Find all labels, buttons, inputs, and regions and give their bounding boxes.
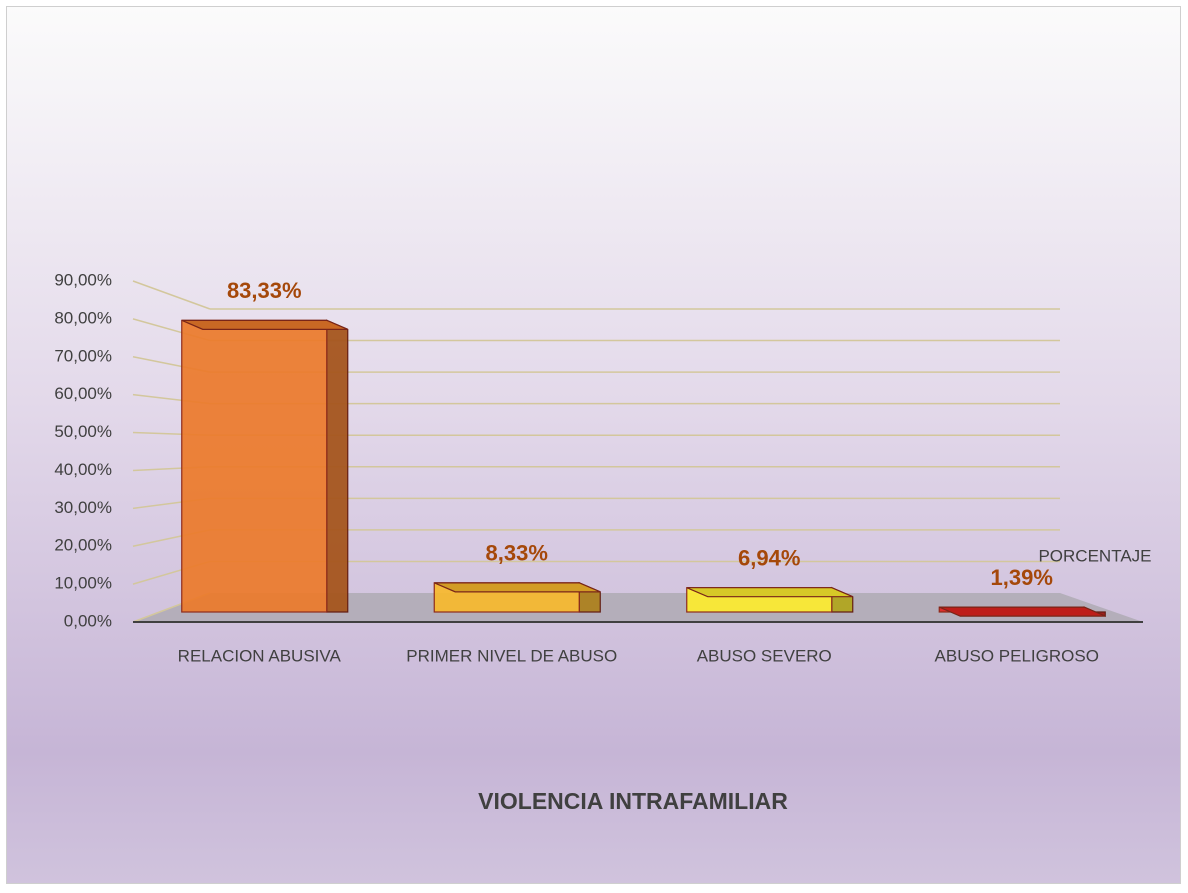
bar-front: [181, 319, 328, 613]
x-tick-label: RELACION ABUSIVA: [178, 646, 342, 665]
bar: [938, 606, 1106, 618]
chart-title: VIOLENCIA INTRAFAMILIAR: [478, 788, 788, 814]
bar-top: [939, 606, 1106, 617]
data-label: 1,39%: [991, 565, 1053, 590]
bar-top: [686, 587, 853, 598]
bar-top: [181, 319, 348, 330]
floor: [133, 593, 1143, 622]
x-tick-label: PRIMER NIVEL DE ABUSO: [406, 646, 617, 665]
y-tick-label: 30,00%: [54, 498, 112, 517]
data-label: 6,94%: [738, 546, 800, 571]
y-tick-label: 40,00%: [54, 460, 112, 479]
y-tick-label: 70,00%: [54, 346, 112, 365]
y-tick-label: 0,00%: [64, 611, 112, 630]
y-tick-label: 20,00%: [54, 536, 112, 555]
bar: [181, 319, 349, 613]
y-tick-label: 10,00%: [54, 574, 112, 593]
data-label: 8,33%: [486, 541, 548, 566]
data-label: 83,33%: [227, 278, 302, 303]
grid: [132, 280, 1060, 623]
x-tick-label: ABUSO PELIGROSO: [935, 646, 1099, 665]
x-tick-label: ABUSO SEVERO: [697, 646, 832, 665]
bar: [686, 586, 854, 613]
bar-side: [326, 319, 349, 613]
grid-line: [132, 280, 211, 310]
y-tick-label: 60,00%: [54, 384, 112, 403]
y-tick-label: 50,00%: [54, 422, 112, 441]
bar-top: [434, 582, 601, 593]
bars: [181, 319, 1106, 618]
y-tick-label: 80,00%: [54, 308, 112, 327]
y-tick-label: 90,00%: [54, 270, 112, 289]
legend-entry: PORCENTAJE: [1038, 546, 1151, 565]
bar: [433, 581, 601, 613]
